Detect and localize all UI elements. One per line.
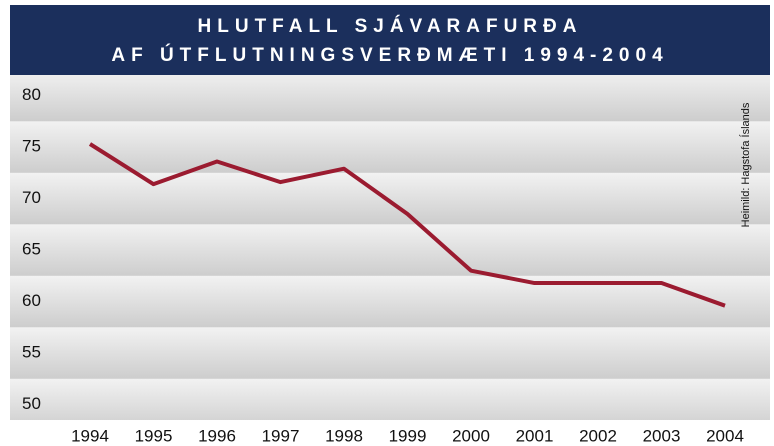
title-box <box>10 5 770 75</box>
x-tick-label: 2003 <box>643 426 681 445</box>
data-line <box>88 142 726 308</box>
grid-band <box>10 121 770 173</box>
x-tick-label: 2004 <box>706 426 744 445</box>
grid-band <box>10 224 770 276</box>
chart-title: HLUTFALL SJÁVARAFURÐA <box>198 15 583 37</box>
y-tick-label: 65 <box>22 240 41 259</box>
chart-title: AF ÚTFLUTNINGSVERÐMÆTI 1994-2004 <box>111 44 668 66</box>
x-tick-label: 1995 <box>135 426 173 445</box>
x-tick-label: 1997 <box>262 426 300 445</box>
y-tick-label: 55 <box>22 343 41 362</box>
grid-band <box>10 327 770 379</box>
x-tick-label: 1999 <box>389 426 427 445</box>
y-tick-label: 80 <box>22 85 41 104</box>
x-tick-label: 2002 <box>579 426 617 445</box>
grid-band <box>10 172 770 225</box>
x-tick-label: 1998 <box>325 426 363 445</box>
x-tick-label: 1996 <box>198 426 236 445</box>
grid-band <box>10 75 770 122</box>
source-note: Heimild: Hagstofa Íslands <box>739 102 752 227</box>
x-tick-label: 1994 <box>71 426 109 445</box>
y-tick-label: 75 <box>22 137 41 156</box>
grid-band <box>10 378 770 420</box>
plot-area <box>10 75 770 420</box>
y-tick-label: 50 <box>22 394 41 413</box>
x-tick-label: 2001 <box>516 426 554 445</box>
y-tick-label: 70 <box>22 188 41 207</box>
x-tick-label: 2000 <box>452 426 490 445</box>
y-tick-label: 60 <box>22 291 41 310</box>
